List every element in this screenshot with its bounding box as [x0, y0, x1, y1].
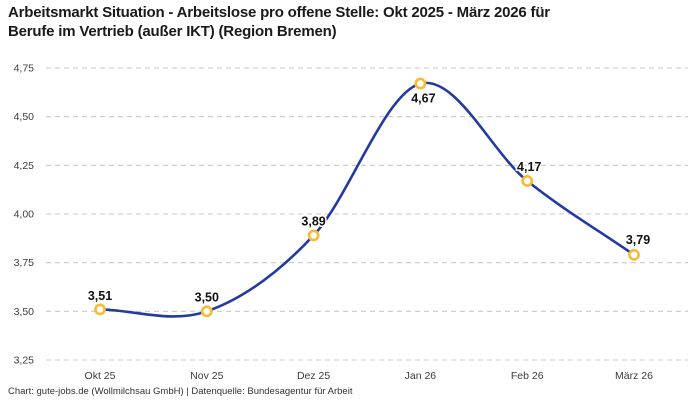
- data-point-marker: [94, 303, 106, 316]
- y-axis-tick-label: 4,50: [14, 111, 35, 123]
- chart-title-line1: Arbeitsmarkt Situation - Arbeitslose pro…: [8, 4, 550, 21]
- data-point-label: 4,67: [411, 92, 435, 106]
- y-axis-tick-label: 3,25: [14, 355, 35, 367]
- data-point-marker: [200, 305, 213, 318]
- x-axis-label: Jan 26: [405, 370, 437, 382]
- y-axis-tick-label: 3,50: [14, 306, 35, 318]
- data-point-marker: [414, 77, 427, 90]
- chart-title: Arbeitsmarkt Situation - Arbeitslose pro…: [8, 3, 692, 41]
- trend-line: [98, 81, 636, 318]
- data-point-marker: [628, 248, 640, 261]
- y-axis-tick-label: 4,75: [14, 63, 35, 75]
- data-point-label: 3,79: [626, 233, 650, 247]
- data-point-label: 4,17: [517, 160, 541, 174]
- x-axis-label: Dez 25: [297, 370, 330, 382]
- data-point-marker: [307, 229, 320, 242]
- chart-title-line2: Berufe im Vertrieb (außer IKT) (Region B…: [8, 23, 337, 40]
- x-axis-label: Feb 26: [511, 370, 544, 382]
- chart-credit: Chart: gute-jobs.de (Wollmilchsau GmbH) …: [8, 386, 353, 397]
- data-point-label: 3,51: [88, 289, 112, 303]
- x-axis-label: Nov 25: [190, 370, 223, 382]
- y-axis-tick-label: 4,00: [14, 209, 35, 221]
- y-axis-tick-label: 4,25: [14, 160, 35, 172]
- data-point-label: 3,50: [195, 290, 219, 304]
- data-point-marker: [521, 175, 534, 187]
- x-axis-label: Okt 25: [85, 370, 116, 382]
- y-axis-tick-label: 3,75: [14, 257, 35, 269]
- data-point-label: 3,89: [301, 214, 325, 228]
- x-axis-label: März 26: [615, 370, 653, 382]
